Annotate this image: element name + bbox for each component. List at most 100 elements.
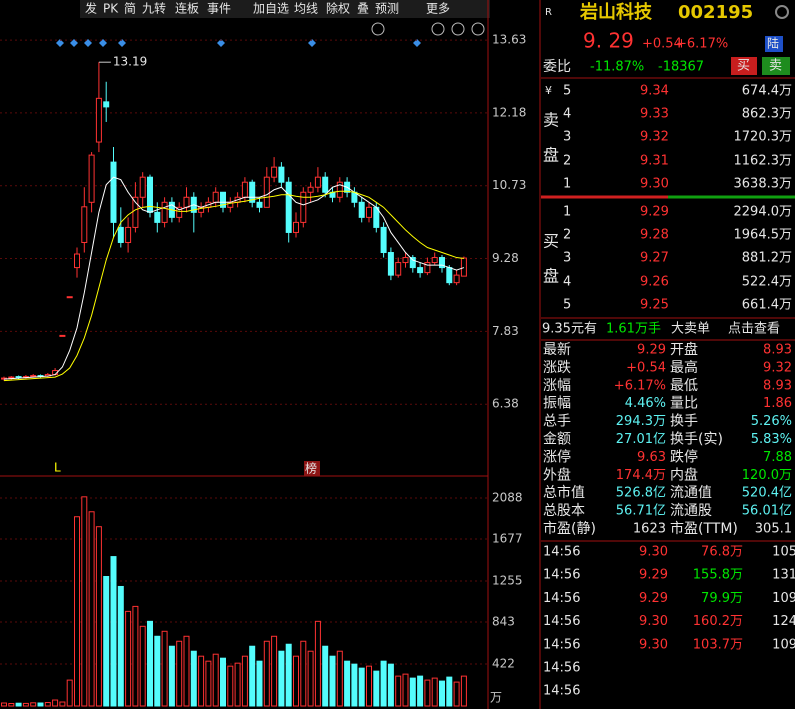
toolbar-button[interactable]: 更多 [426,2,450,16]
volume-bar [307,650,314,707]
candle-body [300,191,307,223]
label: 委比 [543,59,571,75]
volume-bar [22,702,29,707]
volume-bar [322,645,329,707]
volume-bar [336,650,343,707]
candle-body [154,211,161,223]
volume-bar [1,702,7,707]
toolbar-button[interactable]: 简 [124,2,136,16]
trade-time: 14:56 [543,568,580,583]
volume-bar [293,655,299,707]
toolbar-button[interactable]: 叠 [357,2,369,16]
stat-value: 56.01亿 [742,504,792,519]
candle-body [8,376,15,379]
trade-time: 14:56 [543,545,580,560]
volume-bar [220,657,226,707]
level-volume: 1162.3万 [734,154,793,169]
candle-body [161,201,168,223]
trade-volume: 155.8万 [693,568,743,583]
candle-body [249,181,256,203]
trade-time: 14:56 [543,637,580,652]
toolbar-button[interactable]: 预测 [375,2,399,16]
stat-value: 8.93 [763,378,792,393]
candle-body [424,262,431,274]
level: 4 [563,107,571,122]
settings-icon[interactable] [775,5,789,19]
candle-body [66,296,73,299]
toolbar-button[interactable]: 加自选 [253,2,289,16]
toolbar-button[interactable]: PK [103,2,119,16]
stat-value: 120.0万 [742,468,792,483]
toolbar-button[interactable]: 九转 [142,1,166,16]
stat-value: 305.1 [755,522,792,537]
trade-time: 14:56 [543,591,580,606]
big-order-type: 大卖单 [671,322,710,337]
candle-body [322,176,329,193]
volume-bar [453,681,460,707]
stat-value: 9.29 [637,343,666,358]
buy-button-bg[interactable] [731,57,757,75]
trade-price: 9.30 [639,545,668,560]
volume-bar [351,663,358,707]
volume-bar [373,670,380,707]
buy-button[interactable]: 买 [737,59,750,74]
y-tick-label: 422 [492,656,515,670]
y-tick-label: 843 [492,615,515,629]
level-volume: 522.4万 [742,275,792,290]
volume-bar [271,635,278,707]
sell-button-bg[interactable] [762,57,790,75]
candle-body [220,191,226,208]
candle-body [212,191,219,203]
candle-body [147,176,153,213]
level-price: 9.26 [640,275,669,290]
volume-bar [205,660,212,707]
toolbar-bg [80,0,490,18]
toolbar-button[interactable]: 均线 [294,2,318,16]
trade-volume: 76.8万 [701,545,743,560]
y-tick-label: 1677 [492,531,523,545]
tool-icon[interactable] [371,22,385,36]
trade-time: 14:56 [543,661,580,676]
tag-bg [765,36,783,52]
candle-body [241,181,248,198]
y-tick-label: 1255 [492,573,523,587]
stat-value: 520.4亿 [742,486,792,501]
chart-tools [371,22,485,36]
level-volume: 2294.0万 [734,205,793,220]
stat-label: 最低 [670,378,698,394]
stat-value: 1.86 [763,396,792,411]
moving-average [3,176,465,380]
diff: -18367 [658,60,704,75]
tool-icon[interactable] [431,22,445,36]
volume-bar [285,643,292,707]
candle-body [366,206,372,218]
level-price: 9.32 [640,130,669,145]
level-volume: 1964.5万 [734,228,793,243]
side-label: 盘 [543,267,559,286]
volume-bar [278,650,285,707]
volume-bar [154,635,161,707]
volume-bar [168,645,175,707]
volume-bar [314,620,321,707]
axis-unit: 万 [490,691,502,705]
volume-bar [380,660,387,707]
candle-body [110,161,117,223]
toolbar-button[interactable]: 发 [85,1,97,16]
volume-bar [88,511,95,707]
candle-body [336,181,343,198]
volume-bar [117,585,124,707]
volume-bar [59,701,66,707]
sell-button[interactable]: 卖 [769,59,782,74]
big-order-action[interactable]: 点击查看 [728,321,780,337]
toolbar-button[interactable]: 连板 [175,1,199,16]
toolbar-button[interactable]: 除权 [326,1,350,16]
tool-icon[interactable] [471,22,485,36]
toolbar-button[interactable]: 事件 [207,2,231,16]
tool-icon[interactable] [451,22,465,36]
volume-bar [439,680,445,707]
level-price: 9.25 [640,298,669,313]
volume-bar [256,660,263,707]
side-label: 卖 [543,111,559,130]
trade-volume: 79.9万 [701,591,743,606]
y-tick-label: 6.38 [492,397,519,411]
